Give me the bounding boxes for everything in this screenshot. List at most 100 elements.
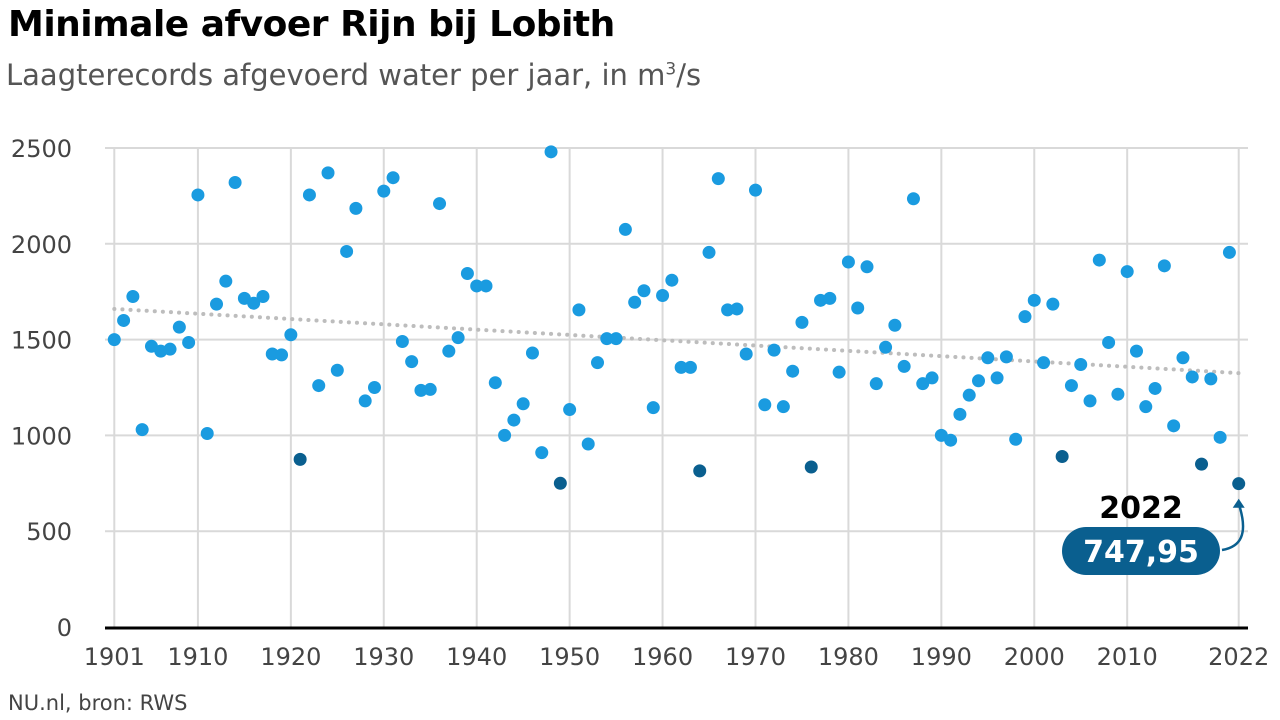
data-point: [879, 340, 893, 354]
data-point: [200, 426, 214, 440]
data-point: [1204, 372, 1218, 386]
data-point: [442, 344, 456, 358]
data-point: [748, 183, 762, 197]
data-point: [795, 315, 809, 329]
y-tick-label: 0: [57, 614, 72, 642]
data-point: [1009, 432, 1023, 446]
data-point: [275, 348, 289, 362]
data-point: [433, 197, 447, 211]
data-point: [674, 360, 688, 374]
data-point: [1102, 335, 1116, 349]
data-point: [256, 289, 270, 303]
data-point: [711, 172, 725, 186]
data-point: [1046, 297, 1060, 311]
data-point: [776, 400, 790, 414]
y-axis-ticks: 0 500 1000 1500 2000 2500: [11, 135, 72, 642]
subtitle-superscript: 3: [665, 59, 677, 80]
chart-subtitle: Laagterecords afgevoerd water per jaar, …: [6, 58, 701, 92]
data-point: [1111, 387, 1125, 401]
record-low-point: [553, 476, 567, 490]
data-point: [953, 407, 967, 421]
data-point: [702, 245, 716, 259]
data-point: [1064, 379, 1078, 393]
data-point: [981, 351, 995, 365]
data-point: [1176, 351, 1190, 365]
x-tick-label: 1990: [911, 643, 972, 671]
data-point: [321, 166, 335, 180]
data-point: [767, 343, 781, 357]
data-point: [460, 266, 474, 280]
x-tick-label: 1930: [353, 643, 414, 671]
data-point: [1139, 400, 1153, 414]
data-point: [247, 296, 261, 310]
data-point: [423, 382, 437, 396]
data-point: [367, 381, 381, 394]
callout-arrow-head: [1232, 498, 1245, 508]
data-point: [135, 423, 149, 437]
data-point: [498, 428, 512, 442]
data-point: [563, 403, 577, 417]
data-point: [1129, 344, 1143, 358]
x-tick-label: 1960: [632, 643, 693, 671]
subtitle-text: Laagterecords afgevoerd water per jaar, …: [6, 58, 666, 92]
x-tick-label: 2000: [1004, 643, 1065, 671]
data-point: [386, 171, 400, 185]
record-low-point: [693, 464, 707, 478]
data-point: [618, 222, 632, 236]
data-point: [516, 397, 530, 411]
data-point: [1157, 259, 1171, 273]
y-tick-label: 500: [26, 518, 72, 546]
x-tick-label: 2022: [1208, 643, 1269, 671]
data-point: [925, 371, 939, 385]
chart-title: Minimale afvoer Rijn bij Lobith: [8, 4, 615, 45]
x-tick-label: 1950: [539, 643, 600, 671]
data-point: [525, 346, 539, 360]
data-point: [944, 433, 958, 447]
data-point: [107, 333, 121, 347]
data-point: [646, 401, 660, 415]
data-point: [405, 355, 419, 369]
data-point: [739, 347, 753, 361]
data-point: [507, 413, 521, 427]
data-point: [916, 377, 930, 391]
callout-year-label: 2022: [1099, 491, 1183, 526]
data-point: [730, 302, 744, 316]
data-point: [665, 273, 679, 287]
data-point: [312, 379, 326, 393]
data-point: [823, 291, 837, 305]
data-point: [1074, 358, 1088, 372]
data-point: [535, 446, 549, 460]
data-points: [107, 145, 1246, 491]
data-point: [451, 331, 465, 345]
data-point: [488, 376, 502, 390]
data-point: [479, 279, 493, 293]
data-point: [656, 289, 670, 303]
trendline-path: [112, 306, 1241, 376]
callout-value-label: 747,95: [1083, 535, 1199, 570]
data-point: [841, 255, 855, 269]
data-point: [1148, 381, 1162, 395]
data-point: [786, 364, 800, 378]
data-point: [172, 320, 186, 334]
data-point: [228, 175, 242, 189]
data-point: [990, 371, 1004, 385]
data-point: [126, 289, 140, 303]
record-low-point: [1195, 457, 1209, 471]
x-tick-label: 1901: [84, 643, 145, 671]
x-tick-label: 2010: [1097, 643, 1158, 671]
data-point: [1167, 419, 1181, 433]
data-point: [1092, 253, 1106, 267]
x-tick-label: 1970: [725, 643, 786, 671]
data-point: [1083, 394, 1097, 408]
y-tick-label: 2500: [11, 135, 72, 163]
data-point: [377, 184, 391, 198]
data-point: [683, 360, 697, 374]
data-point: [1018, 310, 1032, 324]
callout-value-pill: [1062, 527, 1220, 575]
data-point: [628, 295, 642, 309]
data-point: [758, 398, 772, 412]
callout-arrow-line: [1221, 503, 1245, 552]
x-tick-label: 1980: [818, 643, 879, 671]
x-tick-label: 1940: [446, 643, 507, 671]
record-low-point: [1232, 477, 1246, 491]
